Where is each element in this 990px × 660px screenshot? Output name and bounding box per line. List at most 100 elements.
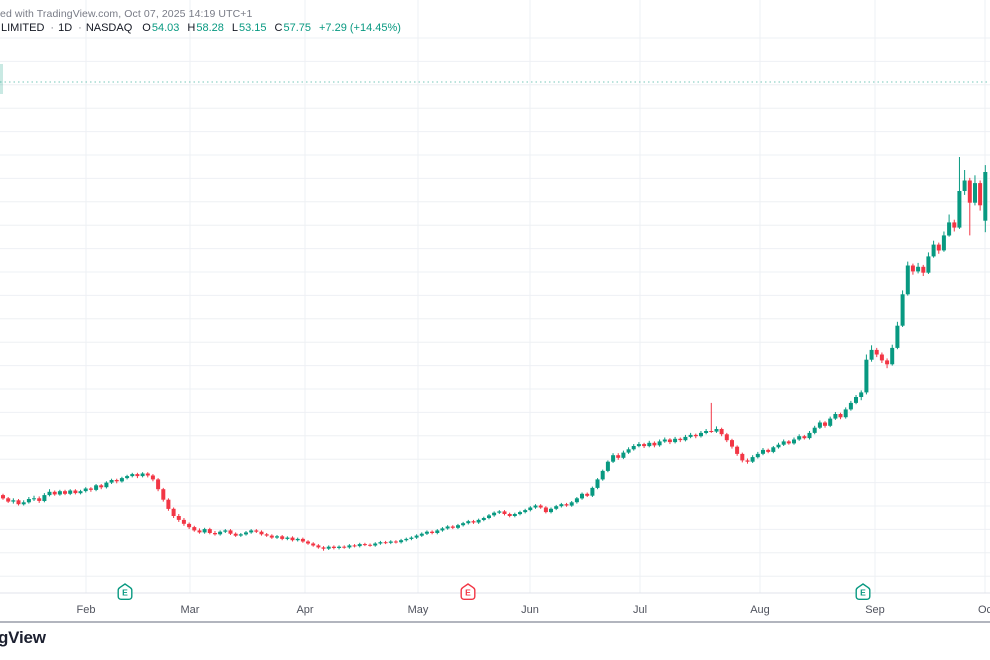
candlestick-series[interactable]	[1, 157, 988, 551]
candle-body	[202, 529, 207, 533]
candle-body	[523, 510, 528, 513]
candle-body	[249, 530, 254, 533]
x-axis-label[interactable]: Oc	[978, 604, 990, 616]
candle-body	[657, 441, 662, 446]
candle-body	[238, 534, 243, 536]
candle-body	[900, 294, 905, 326]
candle-body	[549, 508, 553, 513]
candle-body	[228, 530, 233, 534]
candle-body	[331, 546, 336, 548]
candle-body	[941, 235, 946, 251]
candle-body	[32, 498, 36, 500]
candle-body	[631, 446, 636, 450]
candle-body	[63, 491, 67, 494]
candle-body	[1, 495, 5, 499]
candle-body	[848, 402, 853, 410]
candle-body	[316, 545, 321, 548]
candle-body	[125, 476, 130, 479]
candle-body	[435, 530, 440, 533]
x-axis-label[interactable]: Feb	[77, 604, 96, 616]
candle-body	[352, 545, 357, 547]
candle-body	[616, 455, 621, 458]
candle-body	[973, 183, 977, 203]
candle-body	[683, 436, 688, 441]
candle-body	[947, 222, 952, 236]
candle-body	[223, 530, 228, 532]
earnings-marker-icon[interactable]: E	[460, 583, 476, 600]
candle-body	[399, 540, 404, 543]
candle-body	[311, 543, 316, 546]
candle-body	[26, 499, 31, 503]
x-axis-label[interactable]: Aug	[750, 604, 770, 616]
candle-body	[802, 436, 807, 439]
candle-body	[368, 544, 373, 546]
candle-body	[47, 491, 52, 496]
candle-body	[150, 475, 155, 480]
candle-body	[719, 429, 724, 435]
candle-body	[37, 498, 42, 501]
close-value: C57.75	[274, 22, 311, 34]
candle-body	[730, 440, 734, 447]
candle-body	[823, 422, 827, 426]
candle-body	[812, 427, 817, 433]
candle-body	[161, 489, 166, 500]
candle-body	[667, 439, 672, 443]
candle-body	[450, 526, 455, 528]
tradingview-logo[interactable]: gView	[0, 628, 46, 647]
candle-body	[233, 533, 238, 536]
candle-body	[580, 493, 584, 499]
x-axis-label[interactable]: Sep	[865, 604, 885, 616]
candle-body	[362, 544, 367, 546]
x-axis-label[interactable]: Jul	[633, 604, 647, 616]
candle-body	[171, 508, 176, 516]
candle-body	[740, 453, 745, 461]
candle-body	[600, 470, 605, 480]
candle-body	[761, 449, 765, 454]
candle-body	[337, 546, 342, 548]
candle-body	[409, 537, 414, 539]
candle-body	[590, 487, 595, 496]
candle-body	[218, 531, 223, 535]
candle-body	[755, 453, 760, 458]
candle-body	[533, 505, 538, 508]
candle-body	[678, 438, 683, 441]
candle-body	[962, 180, 967, 191]
interval-value[interactable]: 1D	[58, 22, 73, 34]
candle-body	[512, 514, 517, 516]
earnings-badge-shape	[855, 583, 871, 600]
candle-body	[197, 530, 202, 533]
candle-body	[921, 266, 926, 273]
candle-body	[564, 504, 569, 506]
candle-body	[285, 537, 290, 539]
candle-body	[419, 533, 424, 536]
candle-body	[735, 446, 740, 454]
candle-body	[471, 521, 476, 523]
candle-body	[502, 511, 507, 514]
x-axis-label[interactable]: Mar	[181, 604, 200, 616]
candle-body	[864, 359, 869, 393]
earnings-badge-letter: E	[465, 588, 471, 598]
candle-body	[931, 244, 936, 257]
candle-body	[771, 447, 776, 452]
candle-body	[166, 499, 171, 509]
candle-body	[404, 538, 409, 541]
candle-body	[280, 536, 285, 539]
candle-body	[528, 507, 533, 511]
candle-body	[905, 265, 910, 295]
candle-body	[440, 528, 445, 531]
earnings-badge-shape	[117, 583, 133, 600]
candle-body	[574, 498, 579, 503]
x-axis-label[interactable]: Jun	[521, 604, 539, 616]
earnings-marker-icon[interactable]: E	[855, 583, 871, 600]
x-axis-label[interactable]: Apr	[296, 604, 313, 616]
footer-divider	[0, 621, 990, 623]
earnings-marker-icon[interactable]: E	[117, 583, 133, 600]
candle-body	[57, 491, 62, 495]
separator: ·	[50, 22, 55, 34]
candle-body	[275, 536, 279, 538]
x-axis-label[interactable]: May	[408, 604, 429, 616]
candle-body	[854, 397, 858, 403]
candle-body	[792, 439, 796, 444]
